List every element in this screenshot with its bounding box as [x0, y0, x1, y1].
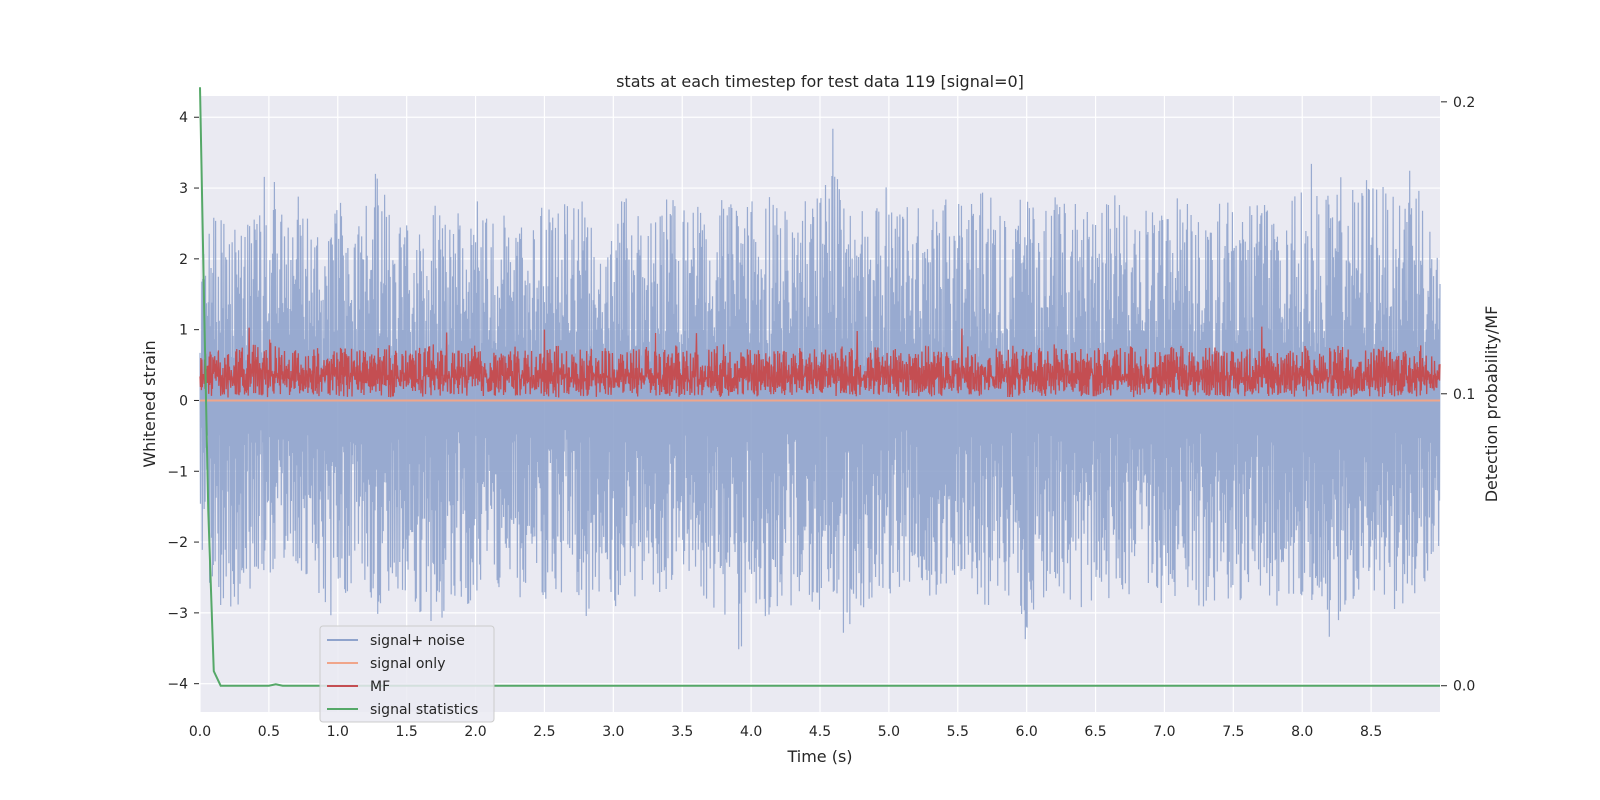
- y2-axis-ticks: 0.0 0.1 0.2: [1441, 95, 1475, 695]
- x-tick-label: 4.5: [809, 724, 831, 740]
- legend-box: [319, 625, 495, 723]
- legend-label-signal-only: signal only: [370, 656, 445, 672]
- y-tick-label: −3: [167, 606, 188, 622]
- y2-axis-label: Detection probability/MF: [1482, 306, 1501, 503]
- x-tick-label: 0.5: [258, 724, 280, 740]
- x-tick-label: 2.0: [464, 724, 486, 740]
- y2-tick-label: 0.0: [1453, 679, 1475, 695]
- x-tick-label: 6.0: [1016, 724, 1038, 740]
- legend-label-signal-noise: signal+ noise: [370, 633, 465, 649]
- x-tick-label: 5.5: [947, 724, 969, 740]
- legend: signal+ noise signal only MF signal stat…: [319, 625, 495, 723]
- y-tick-label: 2: [179, 252, 188, 268]
- x-tick-label: 8.0: [1291, 724, 1313, 740]
- y-tick-label: −2: [167, 535, 188, 551]
- series-signal-noise-line: [199, 128, 1441, 650]
- legend-label-mf: MF: [370, 679, 390, 695]
- x-tick-label: 6.5: [1084, 724, 1106, 740]
- x-axis-ticks: 0.0 0.5 1.0 1.5 2.0 2.5 3.0 3.5 4.0 4.5 5.0 5.5 6.0 6…: [189, 724, 1382, 740]
- x-tick-label: 3.0: [602, 724, 624, 740]
- chart-title: stats at each timestep for test data 119…: [616, 72, 1024, 91]
- series-signal-statistics-line: [199, 87, 1440, 687]
- y2-tick-label: 0.1: [1453, 387, 1475, 403]
- y-tick-label: 0: [179, 393, 188, 409]
- y-tick-label: 3: [179, 181, 188, 197]
- y-axis-label: Whitened strain: [140, 340, 159, 467]
- x-tick-label: 8.5: [1360, 724, 1382, 740]
- x-tick-label: 2.5: [533, 724, 555, 740]
- y2-tick-label: 0.2: [1453, 95, 1475, 111]
- x-tick-label: 3.5: [671, 724, 693, 740]
- x-tick-label: 0.0: [189, 724, 211, 740]
- x-tick-label: 4.0: [740, 724, 762, 740]
- series-layer: [199, 87, 1441, 687]
- series-mf-line: [199, 326, 1441, 398]
- y-axis-ticks: −4 −3 −2 −1 0 1 2 3 4: [167, 110, 199, 693]
- legend-label-signal-statistics: signal statistics: [370, 702, 478, 718]
- x-tick-label: 5.0: [878, 724, 900, 740]
- y-tick-label: 4: [179, 110, 188, 126]
- x-tick-label: 7.0: [1153, 724, 1175, 740]
- x-tick-label: 1.5: [396, 724, 418, 740]
- y-tick-label: −4: [167, 677, 188, 693]
- y-tick-label: 1: [179, 323, 188, 339]
- x-tick-label: 7.5: [1222, 724, 1244, 740]
- x-tick-label: 1.0: [327, 724, 349, 740]
- y-tick-label: −1: [167, 464, 188, 480]
- x-axis-label: Time (s): [786, 747, 852, 766]
